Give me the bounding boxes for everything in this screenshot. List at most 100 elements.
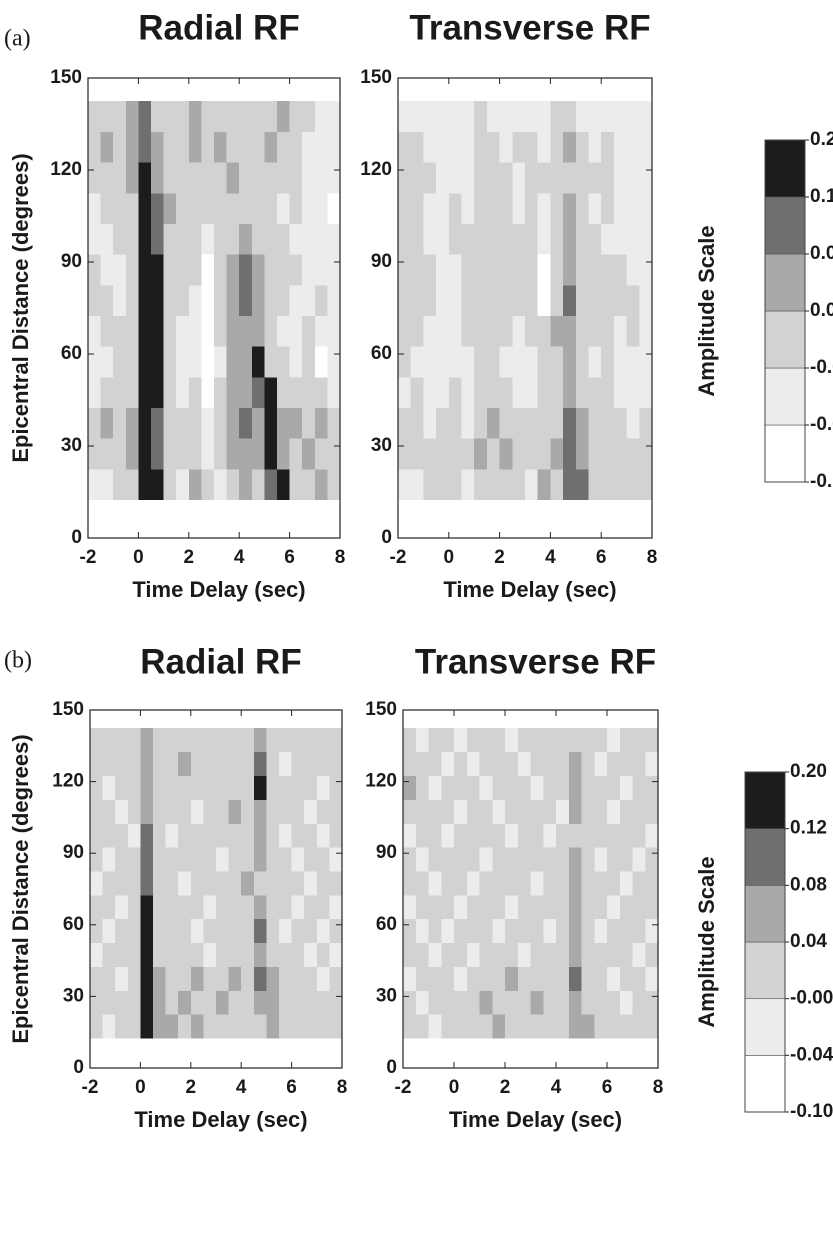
heatmap-cell <box>216 799 229 824</box>
heatmap-cell <box>289 101 303 133</box>
heatmap-cell <box>525 131 539 163</box>
heatmap-cell <box>556 751 570 777</box>
heatmap-cell <box>153 1014 166 1039</box>
heatmap-cell <box>403 751 417 777</box>
heatmap-cell <box>410 377 424 409</box>
heatmap-cell <box>403 823 417 848</box>
heatmap-cell <box>327 469 341 501</box>
heatmap-cell <box>517 847 531 872</box>
heatmap-cell <box>428 1014 442 1039</box>
heatmap-cell <box>115 727 129 753</box>
heatmap-cell <box>329 775 343 800</box>
heatmap-cell <box>423 285 437 317</box>
heatmap-cell <box>415 871 429 896</box>
heatmap-cell <box>127 918 141 944</box>
heatmap-cell <box>178 823 192 848</box>
heatmap-cell <box>138 162 152 194</box>
heatmap-cell <box>115 775 129 800</box>
heatmap-cell <box>113 162 127 194</box>
heatmap-cell <box>550 438 564 470</box>
heatmap-cell <box>314 285 328 317</box>
x-tick-label: 0 <box>444 547 455 568</box>
heatmap-cell <box>530 894 544 920</box>
heatmap-cell <box>113 285 127 317</box>
x-tick-label: 2 <box>184 547 195 568</box>
heatmap-cell <box>188 162 202 194</box>
heatmap-cell <box>264 285 278 317</box>
heatmap-cell <box>277 407 290 439</box>
colorbar-tick-label: 0.20 <box>790 761 827 782</box>
heatmap-cell <box>575 346 589 378</box>
heatmap-cell <box>525 438 539 470</box>
colorbar-tick-label: -0.00 <box>790 988 833 1009</box>
heatmap-cell <box>632 751 646 777</box>
heatmap-cell <box>226 469 240 501</box>
heatmap-cell <box>277 193 290 225</box>
heatmap-cell <box>466 1014 480 1039</box>
x-tick-label: 4 <box>551 1077 562 1098</box>
heatmap-cell <box>176 438 190 470</box>
heatmap-cell <box>568 799 582 824</box>
heatmap-cell <box>264 438 278 470</box>
chart-title: Transverse RF <box>415 642 656 681</box>
heatmap-cell <box>304 751 318 777</box>
heatmap-cell <box>264 131 278 163</box>
heatmap-cell <box>253 990 267 1015</box>
heatmap-cell <box>264 193 278 225</box>
heatmap-cell <box>448 131 462 163</box>
heatmap-cell <box>525 469 539 501</box>
y-tick-label: 150 <box>52 699 84 720</box>
heatmap-cell <box>505 823 519 848</box>
heatmap-cell <box>550 346 564 378</box>
heatmap-cell <box>216 871 229 896</box>
heatmap-cell <box>556 894 570 920</box>
heatmap-cell <box>226 438 240 470</box>
heatmap-cell <box>607 775 621 800</box>
heatmap-cell <box>619 966 633 991</box>
heatmap-cell <box>188 438 202 470</box>
heatmap-cell <box>575 193 589 225</box>
heatmap-cell <box>115 847 129 872</box>
heatmap-cell <box>188 285 202 317</box>
heatmap-cell <box>178 918 192 944</box>
heatmap-cell <box>619 918 633 944</box>
heatmap-cell <box>266 990 280 1015</box>
heatmap-cell <box>125 377 139 409</box>
heatmap-cell <box>626 438 640 470</box>
heatmap-cell <box>140 871 154 896</box>
heatmap-cell <box>403 1014 417 1039</box>
heatmap-cell <box>517 871 531 896</box>
heatmap-cell <box>581 727 595 753</box>
heatmap-cell <box>178 775 192 800</box>
heatmap-cell <box>316 871 330 896</box>
heatmap-cell <box>279 751 292 777</box>
heatmap-cell <box>403 871 417 896</box>
heatmap-cell <box>176 162 190 194</box>
heatmap-cell <box>176 101 190 133</box>
heatmap-cell <box>537 254 551 286</box>
heatmap-cell <box>575 377 589 409</box>
heatmap-cell <box>568 751 582 777</box>
heatmap-cell <box>556 871 570 896</box>
heatmap-cell <box>581 966 595 991</box>
heatmap-cell <box>329 751 343 777</box>
heatmap-cell <box>100 377 114 409</box>
heatmap-cell <box>639 346 653 378</box>
heatmap-cell <box>530 799 544 824</box>
x-tick-label: 0 <box>449 1077 460 1098</box>
heatmap-cell <box>428 823 442 848</box>
heatmap-cell <box>304 1014 318 1039</box>
heatmap-cell <box>291 823 305 848</box>
heatmap-cell <box>594 990 608 1015</box>
heatmap-cell <box>479 871 493 896</box>
heatmap-cell <box>479 942 493 967</box>
heatmap-cell <box>304 799 318 824</box>
heatmap-cell <box>601 377 615 409</box>
heatmap-cell <box>115 751 129 777</box>
heatmap-cell <box>517 823 531 848</box>
heatmap-cell <box>102 799 116 824</box>
heatmap-cell <box>525 101 539 133</box>
heatmap-cell <box>568 918 582 944</box>
heatmap-cell <box>251 438 265 470</box>
x-axis-label: Time Delay (sec) <box>132 577 305 602</box>
